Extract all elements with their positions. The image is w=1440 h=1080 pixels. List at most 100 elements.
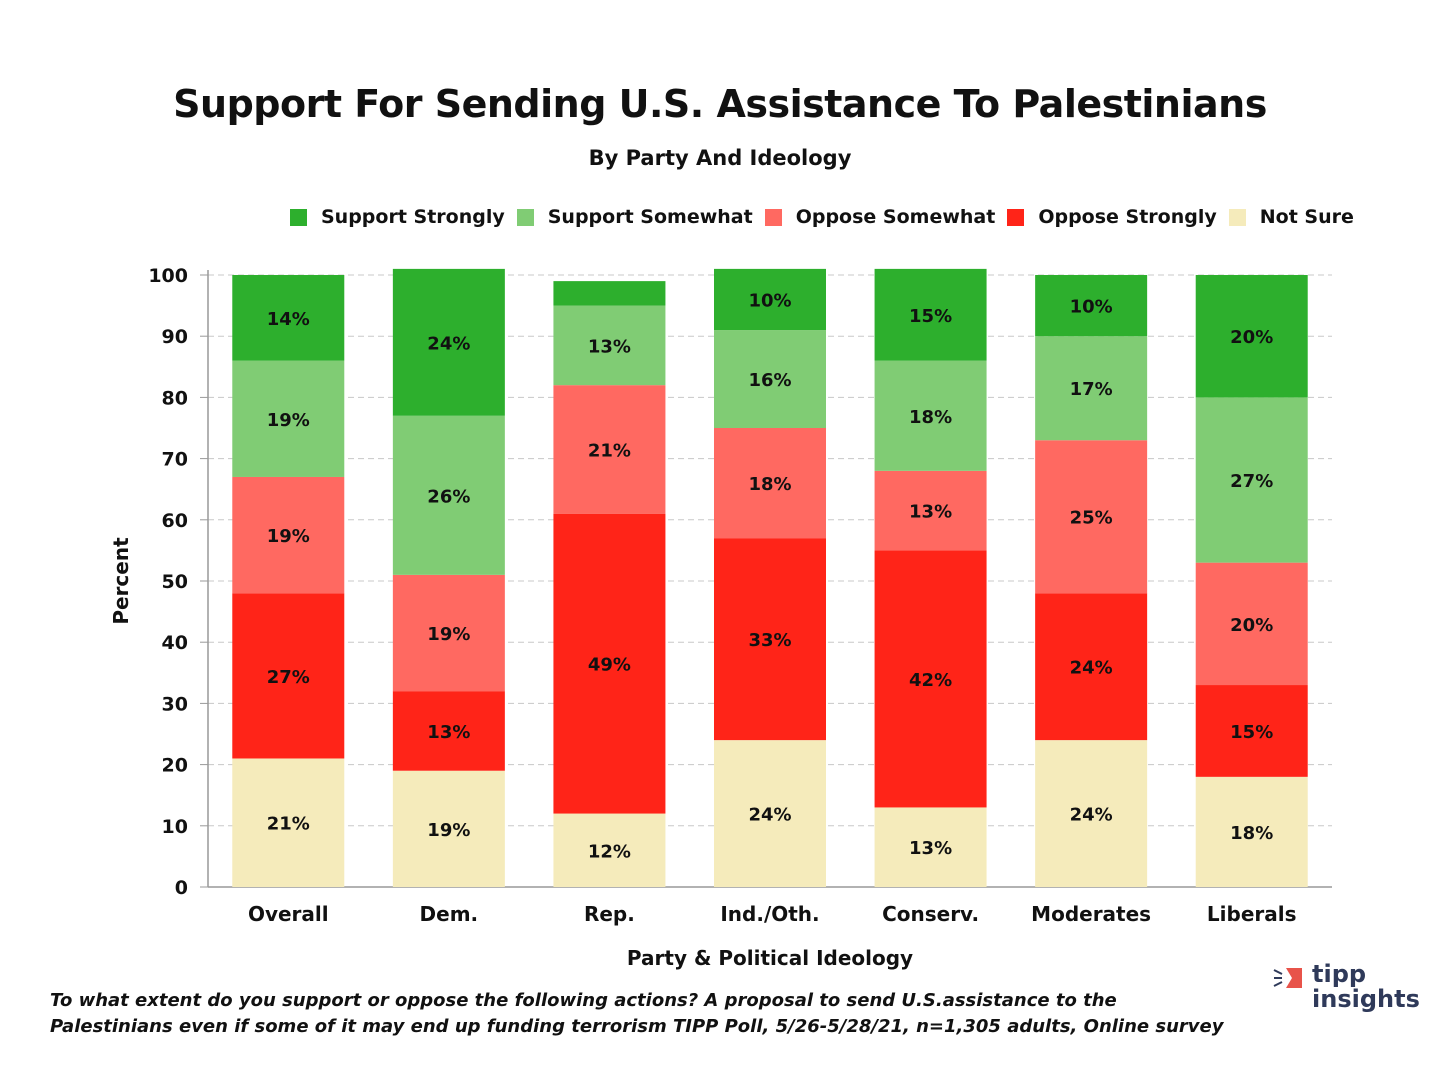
y-tick-label: 70 (162, 449, 188, 471)
y-tick-label: 40 (162, 632, 188, 654)
data-label: 25% (1070, 508, 1113, 529)
legend: Support Strongly Support Somewhat Oppose S… (290, 206, 1366, 228)
bar-segment (874, 360, 987, 471)
bar-segment (392, 415, 505, 575)
y-tick-label: 30 (162, 693, 188, 715)
y-axis-title: Percent (109, 537, 133, 625)
x-tick-label: Moderates (1031, 902, 1151, 926)
x-tick-label: Rep. (584, 902, 635, 926)
data-label: 21% (588, 440, 631, 461)
bar-segment (1035, 740, 1148, 887)
logo-flag-icon (1273, 968, 1302, 988)
bar-segment (232, 275, 345, 361)
bar-segment (1195, 397, 1308, 563)
y-tick-label: 60 (162, 510, 188, 532)
legend-label: Support Somewhat (547, 206, 753, 228)
data-label: 19% (427, 820, 470, 841)
legend-item: Support Strongly (290, 206, 505, 228)
data-label: 15% (1230, 722, 1273, 743)
y-tick-label: 90 (162, 326, 188, 348)
footnote: To what extent do you support or oppose … (50, 988, 1250, 1040)
bar-segment (874, 807, 987, 887)
data-label: 27% (1230, 471, 1273, 492)
data-label: 33% (748, 630, 791, 651)
legend-label: Not Sure (1259, 206, 1354, 228)
y-tick-label: 0 (175, 877, 188, 899)
bar-segment (553, 513, 666, 814)
x-tick-label: Overall (248, 902, 329, 926)
data-label: 10% (1070, 297, 1113, 318)
bar-segment (232, 758, 345, 887)
bar-segment (714, 330, 826, 428)
legend-swatch (516, 208, 534, 226)
x-tick-label: Dem. (420, 902, 479, 926)
data-label: 18% (909, 407, 952, 428)
bar-segment (1195, 562, 1308, 686)
bar-segment (553, 305, 666, 386)
chart-title: Support For Sending U.S. Assistance To P… (173, 82, 1267, 126)
data-label: 24% (1070, 805, 1113, 826)
data-label: 16% (748, 370, 791, 391)
bar-segment (1195, 275, 1308, 398)
data-label: 13% (909, 838, 952, 859)
legend-label: Support Strongly (321, 206, 505, 228)
legend-item: Not Sure (1228, 206, 1354, 228)
bar-segment (874, 550, 987, 808)
bar-segment (714, 268, 826, 331)
bar-segment (1035, 336, 1148, 441)
x-tick-label: Ind./Oth. (720, 902, 819, 926)
x-axis-title: Party & Political Ideology (627, 946, 913, 970)
legend-label: Oppose Strongly (1038, 206, 1217, 228)
footnote-line-2: Palestinians even if some of it may end … (50, 1016, 1224, 1037)
data-label: 15% (909, 306, 952, 327)
chart-subtitle: By Party And Ideology (588, 146, 852, 170)
data-label: 13% (909, 502, 952, 523)
logo-text-insights: insights (1312, 985, 1420, 1013)
data-label: 12% (588, 841, 631, 862)
legend-swatch (290, 208, 307, 226)
legend-item: Oppose Somewhat (764, 206, 995, 228)
data-label: 24% (748, 805, 791, 826)
bar-segment (392, 574, 505, 692)
data-label: 42% (909, 670, 952, 691)
y-tick-label: 10 (162, 816, 188, 838)
legend-swatch (1228, 208, 1246, 226)
y-tick-label: 50 (162, 571, 188, 593)
footnote-line-1: To what extent do you support or oppose … (50, 990, 1117, 1011)
logo-text-tipp: tipp (1312, 960, 1367, 988)
data-label: 13% (588, 336, 631, 357)
bar-segment (392, 770, 505, 887)
bar-segment (714, 428, 826, 539)
bar-segment (232, 360, 345, 477)
data-label: 17% (1070, 379, 1113, 400)
bar-segment (553, 385, 666, 514)
data-label: 21% (267, 814, 310, 835)
tipp-insights-logo: tipp insights (1272, 962, 1422, 1017)
bar-segment (392, 691, 505, 771)
data-label: 20% (1230, 615, 1273, 636)
y-tick-label: 100 (148, 265, 188, 287)
legend-item: Support Somewhat (516, 206, 753, 228)
data-label: 49% (588, 655, 631, 676)
y-tick-label: 20 (162, 755, 188, 777)
bar-segment (874, 268, 987, 361)
data-label: 18% (1230, 823, 1273, 844)
x-tick-label: Liberals (1207, 902, 1297, 926)
bar-segment (232, 593, 345, 759)
bar-segment (1035, 440, 1148, 594)
bar-segment (1195, 776, 1308, 887)
legend-item: Oppose Strongly (1007, 206, 1217, 228)
data-label: 24% (1070, 658, 1113, 679)
data-label: 18% (748, 474, 791, 495)
x-tick-label: Conserv. (882, 902, 979, 926)
bar-segment (1035, 593, 1148, 741)
data-label: 13% (427, 722, 470, 743)
data-label: 19% (427, 624, 470, 645)
data-label: 10% (748, 290, 791, 311)
bar-segment (1035, 275, 1148, 337)
data-label: 27% (267, 667, 310, 688)
bar-segment (714, 538, 826, 741)
data-label: 19% (267, 526, 310, 547)
legend-swatch (1007, 208, 1025, 226)
